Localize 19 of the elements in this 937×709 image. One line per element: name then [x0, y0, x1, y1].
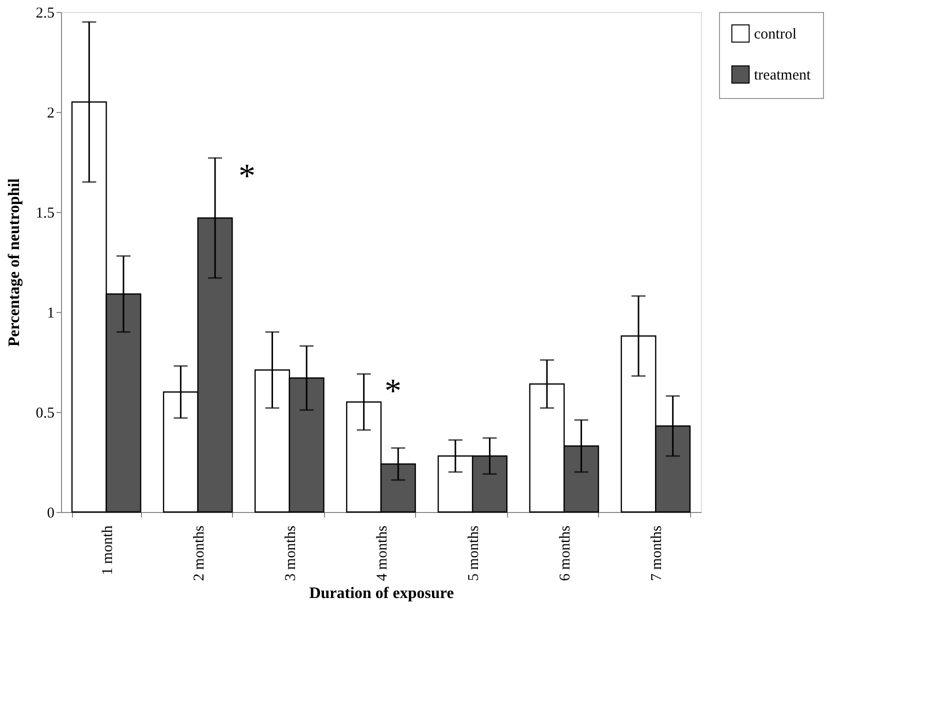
- y-tick-label: 1: [47, 306, 54, 322]
- y-tick-label: 0: [47, 506, 54, 522]
- y-tick-label: 2.5: [36, 6, 54, 22]
- legend-label: treatment: [754, 68, 812, 84]
- x-tick-label: 3 months: [282, 525, 299, 581]
- x-tick-label: 7 months: [649, 525, 666, 581]
- annotation: *: [384, 373, 402, 410]
- x-tick-label: 1 month: [100, 525, 116, 576]
- y-tick-label: 1.5: [36, 206, 54, 222]
- legend-label: control: [754, 26, 796, 42]
- y-axis-title: Percentage of neutrophil: [6, 178, 23, 347]
- x-tick-label: 6 months: [558, 525, 574, 581]
- x-tick-label: 4 months: [374, 525, 390, 581]
- y-tick-label: 0.5: [36, 406, 54, 422]
- x-tick-label: 5 months: [466, 525, 482, 581]
- y-tick-label: 2: [47, 106, 54, 122]
- x-axis-title: Duration of exposure: [309, 584, 454, 602]
- x-tick-label: 2 months: [191, 525, 208, 581]
- annotation: *: [238, 158, 256, 195]
